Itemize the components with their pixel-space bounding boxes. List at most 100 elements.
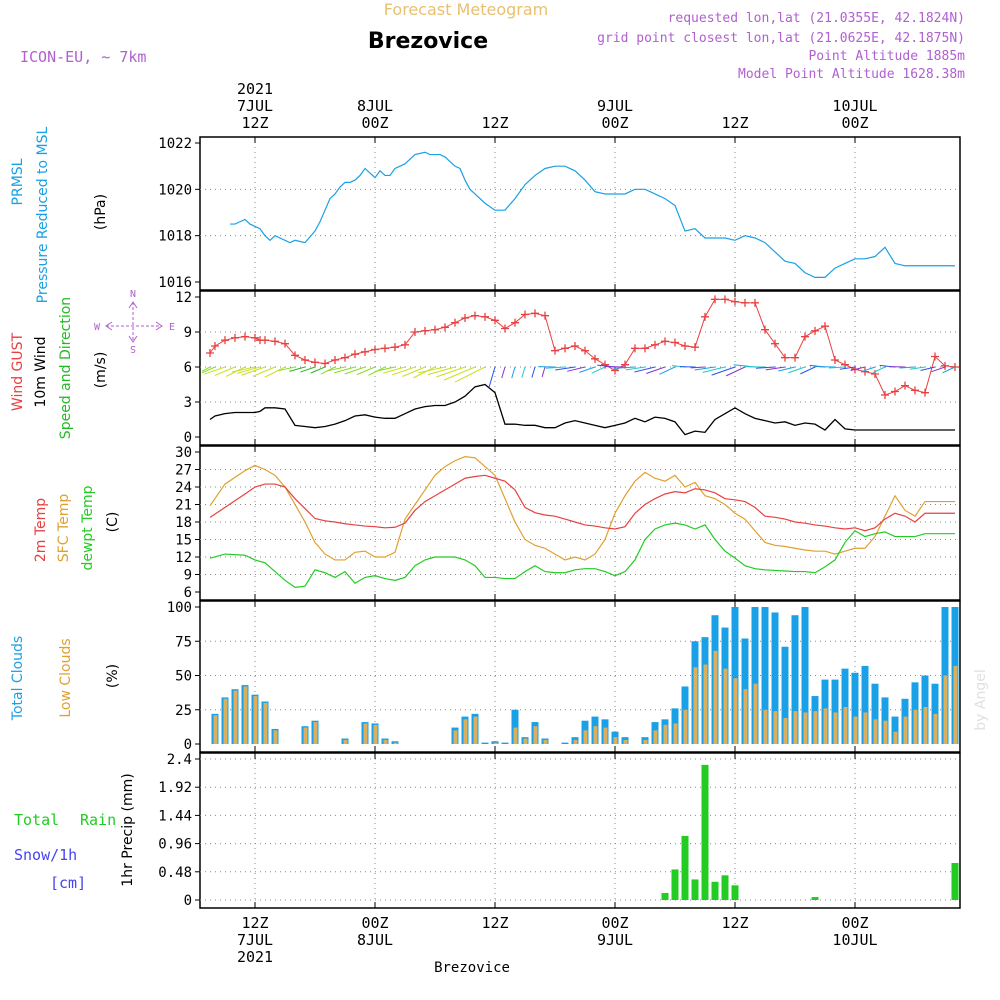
t2m-line [209, 474, 955, 532]
wind-vector [511, 366, 516, 379]
gust-marker [491, 316, 499, 325]
low-cloud-bar [913, 709, 918, 744]
bottom-time-label: 12Z [721, 914, 748, 932]
gust-marker [891, 387, 899, 396]
low-cloud-bar [743, 689, 748, 744]
wind-vector [659, 366, 676, 375]
sfc-temp-line [209, 456, 955, 561]
low-cloud-bar [343, 739, 348, 744]
top-time-label: 00Z [361, 114, 388, 132]
pressure-axis-labels: PRMSL Pressure Reduced to MSL (hPa) [10, 126, 109, 303]
total-cloud-bar [861, 665, 869, 744]
low-cloud-bar [313, 722, 318, 744]
wind-vector [531, 366, 536, 378]
rain-bar [691, 879, 699, 900]
gust-marker [581, 346, 589, 355]
bottom-time-label: 00Z [841, 914, 868, 932]
gust-marker [691, 343, 699, 352]
wind-vector [264, 366, 286, 378]
ytick-label-temperature-8: 30 [175, 445, 192, 461]
low-cloud-bar [513, 727, 518, 744]
gust-marker [761, 325, 769, 334]
ytick-label-pressure-1: 1018 [158, 229, 192, 245]
low-cloud-bar [843, 707, 848, 744]
wind-vector [541, 366, 546, 378]
wind-axis-labels: Wind GUST 10m Wind Speed and Direction (… [10, 297, 109, 439]
gust-marker [251, 333, 259, 342]
top-time-label: 12Z [481, 114, 508, 132]
precip-rain-label: Rain [80, 811, 116, 829]
bottom-time-label: 00Z [361, 914, 388, 932]
gust-marker [681, 342, 689, 350]
gust-line [209, 298, 956, 396]
product-title: Forecast Meteogram [384, 0, 548, 19]
compass-s: S [130, 343, 136, 354]
wind-speed-line [209, 383, 955, 436]
gust-marker [921, 388, 929, 397]
wind-vector [454, 366, 486, 383]
gust-marker [521, 310, 529, 319]
wind-vector [325, 366, 346, 372]
gust-marker [351, 350, 359, 359]
panel-precip: 0 0.48 0.96 1.44 1.92 2.4 [158, 752, 961, 909]
low-cloud-bar [903, 716, 908, 744]
rain-bar [721, 875, 729, 900]
wind-vector [413, 366, 436, 379]
wind-vector [800, 366, 816, 375]
wind-vector [765, 366, 786, 371]
precip-snow-unit: [cm] [50, 874, 86, 892]
low-cloud-bar [383, 739, 388, 744]
wind-vector [501, 366, 506, 379]
wind-vector [214, 366, 236, 376]
gust-marker [411, 328, 419, 336]
ytick-label-precip-1: 0.48 [158, 865, 192, 881]
total-cloud-bar [761, 607, 769, 744]
wind-vector [850, 366, 866, 371]
grid-point-coords: grid point closest lon,lat (21.0625E, 42… [597, 31, 965, 46]
low-cloud-bar [233, 690, 238, 744]
wind-vector [231, 366, 256, 373]
total-cloud-bar [501, 742, 509, 744]
low-cloud-bar [373, 724, 378, 744]
point-altitude: Point Altitude 1885m [808, 49, 965, 64]
bottom-time-label: 7JUL [237, 931, 273, 949]
gust-marker [241, 332, 249, 341]
wind-vector [579, 366, 596, 373]
gust-marker [661, 337, 669, 346]
wind-vector [391, 366, 416, 376]
gust-marker [206, 349, 214, 357]
ytick-label-clouds-3: 75 [175, 634, 192, 650]
compass-w: W [94, 322, 101, 333]
gust-marker [361, 347, 369, 356]
low-cloud-bar [653, 730, 658, 744]
ytick-label-temperature-1: 9 [184, 568, 192, 584]
wind-vector [356, 366, 376, 376]
gust-marker [791, 353, 799, 362]
wind-vector [778, 366, 796, 372]
low-cloud-bar [873, 719, 878, 744]
low-cloud-bar [823, 708, 828, 744]
wind-vector [555, 366, 576, 371]
total-cloud-bar [481, 742, 489, 744]
ytick-label-wind-1: 3 [184, 395, 192, 411]
low-cloud-bar [643, 739, 648, 744]
rain-bar [731, 885, 739, 900]
low-cloud-bar [853, 716, 858, 744]
ytick-label-precip-5: 2.4 [167, 752, 192, 768]
low-cloud-bar [263, 702, 268, 744]
wind-vector [427, 366, 456, 376]
gust-marker [421, 326, 429, 335]
wind-vector [788, 366, 806, 374]
low-cloud-bar [213, 715, 218, 744]
panel-frame-temperature [199, 445, 961, 601]
low-cloud-bar [593, 726, 598, 744]
low-cloud-bar [793, 711, 798, 744]
gust-marker [451, 318, 459, 327]
rain-bar [661, 892, 669, 900]
wind-vector [201, 366, 211, 372]
low-cloud-bar [573, 739, 578, 744]
low-cloud-bar [533, 726, 538, 744]
low-cloud-bar [303, 727, 308, 744]
gust-marker [571, 342, 579, 350]
